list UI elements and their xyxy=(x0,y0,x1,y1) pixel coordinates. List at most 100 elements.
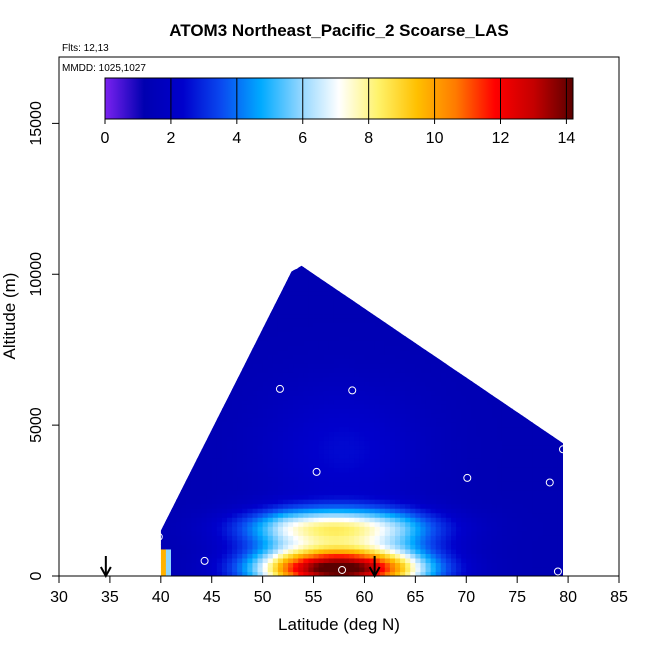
heatmap-cell xyxy=(318,508,325,514)
heatmap-cell xyxy=(456,440,462,446)
heatmap-cell xyxy=(445,548,452,554)
heatmap-cell xyxy=(491,530,498,536)
heatmap-cell xyxy=(527,566,534,573)
heatmap-cell xyxy=(349,476,355,482)
heatmap-cell xyxy=(211,571,218,576)
heatmap-cell xyxy=(283,526,289,532)
heatmap-cell xyxy=(298,413,304,419)
heatmap-cell xyxy=(420,512,427,518)
heatmap-cell xyxy=(359,435,366,441)
heatmap-cell xyxy=(527,431,534,437)
heatmap-cell xyxy=(435,571,442,576)
heatmap-cell xyxy=(288,376,294,382)
heatmap-cell xyxy=(328,471,335,478)
heatmap-cell xyxy=(227,453,233,459)
heatmap-cell xyxy=(201,566,208,573)
heatmap-cell xyxy=(298,385,304,392)
heatmap-cell xyxy=(481,422,488,428)
heatmap-cell xyxy=(293,304,299,310)
heatmap-cell xyxy=(451,363,457,369)
heatmap-cell xyxy=(277,363,284,369)
heatmap-cell xyxy=(405,499,411,505)
heatmap-cell xyxy=(308,431,315,437)
heatmap-cell xyxy=(308,413,315,419)
heatmap-cell xyxy=(252,408,259,414)
heatmap-cell xyxy=(395,557,401,564)
heatmap-cell xyxy=(303,444,310,450)
heatmap-cell xyxy=(211,435,218,441)
heatmap-cell xyxy=(547,557,554,564)
heatmap-cell xyxy=(323,571,330,576)
heatmap-cell xyxy=(415,404,422,410)
heatmap-cell xyxy=(430,571,437,576)
heatmap-cell xyxy=(288,308,294,315)
heatmap-cell xyxy=(496,539,503,545)
heatmap-cell xyxy=(415,336,422,342)
heatmap-cell xyxy=(471,440,478,446)
heatmap-cell xyxy=(369,521,376,527)
heatmap-cell xyxy=(369,340,376,346)
heatmap-cell xyxy=(456,517,462,523)
heatmap-cell xyxy=(262,521,269,527)
heatmap-cell xyxy=(339,544,345,550)
heatmap-cell xyxy=(242,462,248,468)
heatmap-cell xyxy=(339,512,345,518)
heatmap-cell xyxy=(277,367,284,373)
heatmap-cell xyxy=(267,327,274,333)
heatmap-cell xyxy=(542,535,549,541)
heatmap-cell xyxy=(344,327,350,333)
heatmap-cell xyxy=(552,485,559,491)
heatmap-cell xyxy=(186,503,192,509)
heatmap-cell xyxy=(227,548,233,554)
heatmap-cell xyxy=(349,336,355,342)
heatmap-cell xyxy=(196,539,203,545)
heatmap-cell xyxy=(339,449,345,455)
heatmap-cell xyxy=(395,526,401,532)
heatmap-cell xyxy=(359,548,366,554)
heatmap-cell xyxy=(323,376,330,382)
heatmap-cell xyxy=(216,490,223,496)
heatmap-cell xyxy=(313,539,320,545)
heatmap-cell xyxy=(339,390,345,396)
heatmap-cell xyxy=(318,345,325,351)
heatmap-cell xyxy=(369,440,376,446)
heatmap-cell xyxy=(369,385,376,392)
heatmap-cell xyxy=(293,526,299,532)
heatmap-cell xyxy=(303,281,310,287)
heatmap-cell xyxy=(211,485,218,491)
heatmap-cell xyxy=(384,408,391,414)
heatmap-cell xyxy=(288,462,294,468)
heatmap-cell xyxy=(283,399,289,405)
heatmap-cell xyxy=(201,517,208,523)
heatmap-cell xyxy=(176,553,182,559)
heatmap-cell xyxy=(522,449,528,455)
heatmap-cell xyxy=(237,458,243,464)
heatmap-cell xyxy=(486,476,493,482)
heatmap-cell xyxy=(333,349,340,355)
heatmap-cell xyxy=(283,404,289,410)
heatmap-cell xyxy=(272,521,279,527)
heatmap-cell xyxy=(364,340,371,346)
heatmap-cell xyxy=(252,571,259,576)
heatmap-cell xyxy=(242,399,248,405)
heatmap-cell xyxy=(532,417,539,423)
heatmap-cell xyxy=(522,458,528,464)
y-axis-label: Altitude (m) xyxy=(0,273,19,360)
heatmap-cell xyxy=(354,449,360,455)
heatmap-cell xyxy=(323,354,330,360)
heatmap-cell xyxy=(349,358,355,364)
heatmap-cell xyxy=(298,444,304,450)
heatmap-cell xyxy=(303,268,310,274)
heatmap-cell xyxy=(359,521,366,527)
heatmap-cell xyxy=(557,535,564,541)
heatmap-cell xyxy=(507,508,513,514)
heatmap-cell xyxy=(298,336,304,342)
heatmap-cell xyxy=(415,417,422,423)
heatmap-cell xyxy=(501,467,508,473)
heatmap-cell xyxy=(384,535,391,541)
heatmap-cell xyxy=(364,422,371,428)
heatmap-cell xyxy=(369,480,376,487)
heatmap-cell xyxy=(542,521,549,527)
heatmap-cell xyxy=(262,490,269,496)
heatmap-cell xyxy=(221,440,228,446)
